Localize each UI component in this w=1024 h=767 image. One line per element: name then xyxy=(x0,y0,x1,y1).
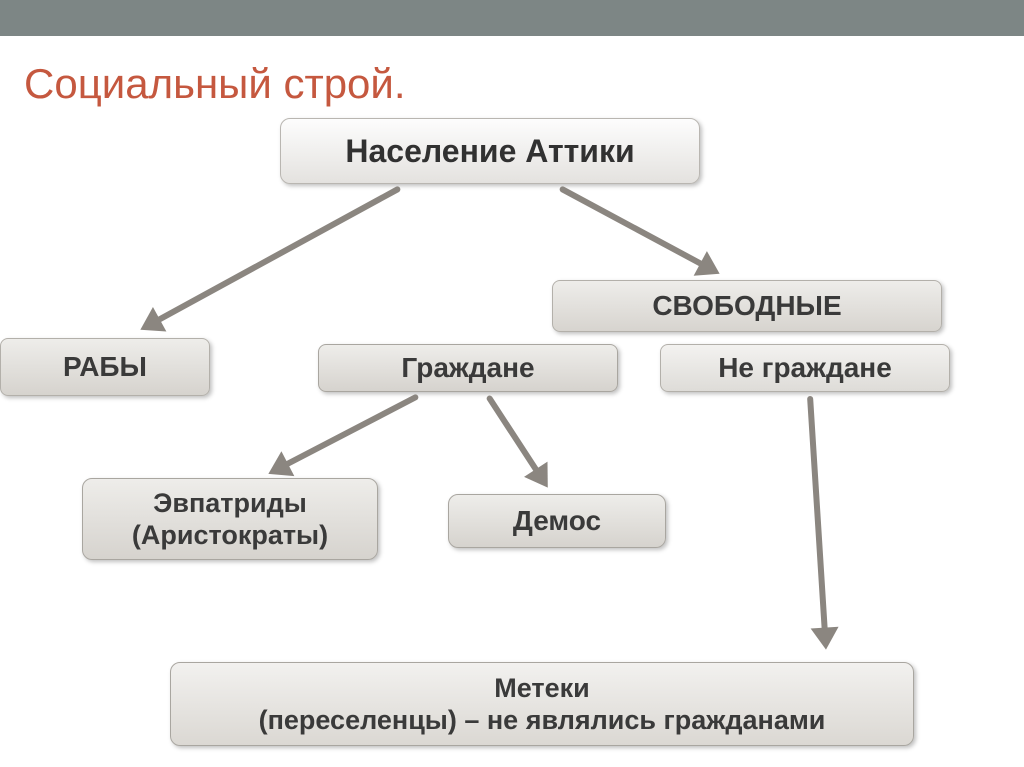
node-slaves: РАБЫ xyxy=(0,338,210,396)
arrow-head-icon xyxy=(524,462,559,496)
node-citizens: Граждане xyxy=(318,344,618,392)
arrow-line xyxy=(559,185,710,270)
page-title: Социальный строй. xyxy=(24,60,406,108)
arrow-head-icon xyxy=(811,627,840,651)
node-free: СВОБОДНЫЕ xyxy=(552,280,942,332)
node-meteki: Метеки (переселенцы) – не являлись гражд… xyxy=(170,662,914,746)
top-bar xyxy=(0,0,1024,36)
node-non-citizens: Не граждане xyxy=(660,344,950,392)
node-eupatrids: Эвпатриды (Аристократы) xyxy=(82,478,378,560)
arrow-line xyxy=(279,393,419,470)
arrow-line xyxy=(807,396,828,636)
arrow-line xyxy=(151,185,402,326)
arrow-line xyxy=(485,394,542,478)
arrow-head-icon xyxy=(134,307,167,342)
node-population: Население Аттики xyxy=(280,118,700,184)
node-demos: Демос xyxy=(448,494,666,548)
